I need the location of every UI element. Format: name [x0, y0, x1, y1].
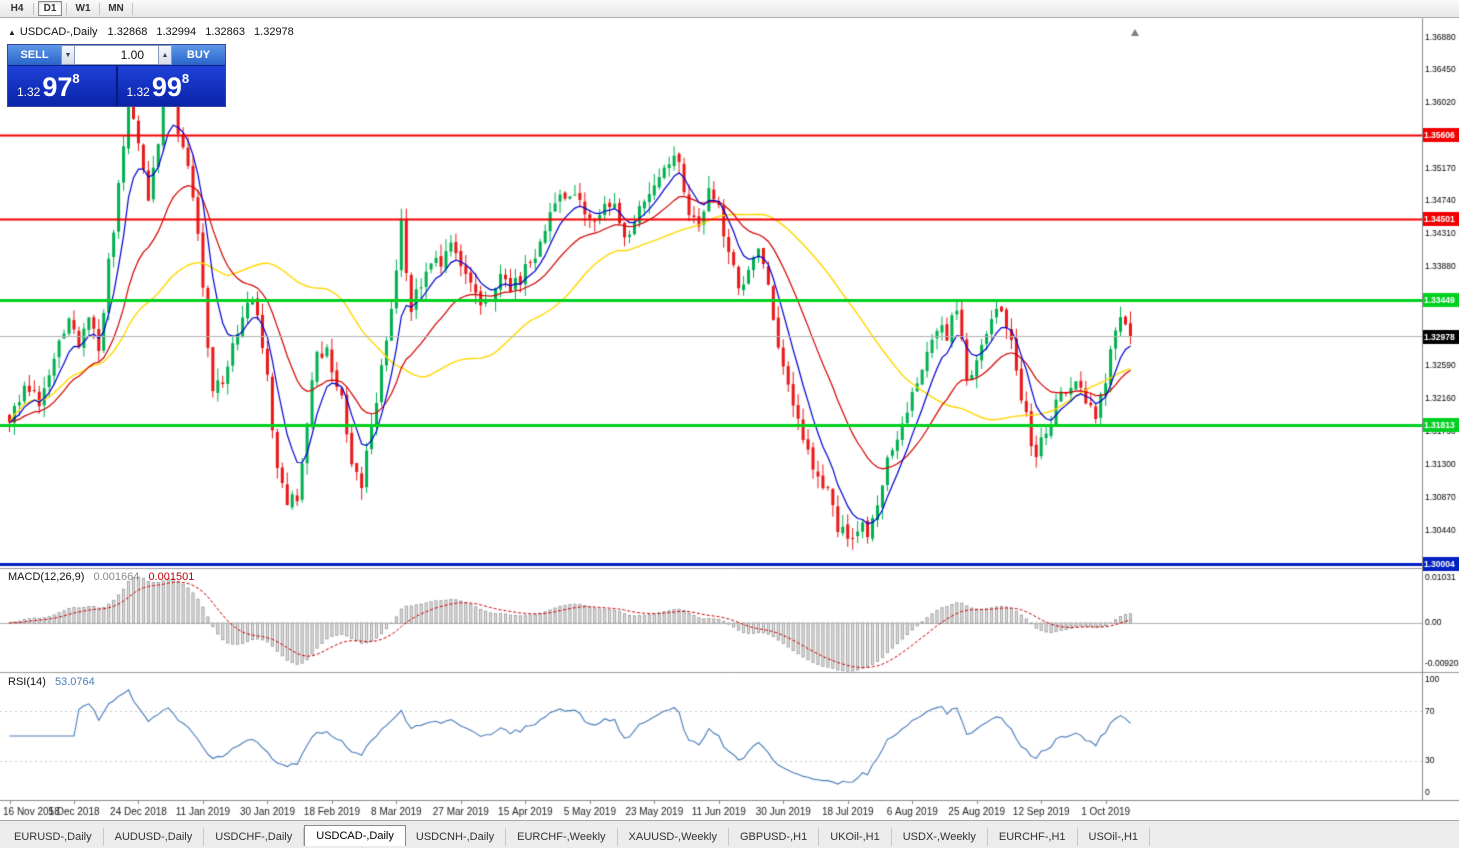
macd-name: MACD(12,26,9) [8, 571, 85, 583]
toolbar-separator [99, 2, 100, 15]
chart-tab-usdchf-daily[interactable]: USDCHF-,Daily [204, 828, 305, 846]
chart-tab-usdx-weekly[interactable]: USDX-,Weekly [892, 828, 988, 846]
buy-price-sup: 8 [181, 71, 190, 86]
sell-button[interactable]: SELL [8, 45, 61, 65]
low-value: 1.32863 [205, 26, 245, 38]
chart-tab-eurusd-daily[interactable]: EURUSD-,Daily [3, 828, 104, 846]
close-value: 1.32978 [254, 26, 294, 38]
macd-indicator-label: MACD(12,26,9) 0.001664 0.001501 [8, 571, 194, 583]
buy-price[interactable]: 1.32 99 8 [115, 66, 225, 106]
symbol-collapse-icon[interactable]: ▲ [8, 27, 16, 37]
macd-signal-value: 0.001501 [148, 571, 195, 583]
toolbar-separator [132, 2, 133, 15]
rsi-indicator-label: RSI(14) 53.0764 [8, 676, 95, 688]
buy-price-prefix: 1.32 [126, 85, 150, 99]
rsi-name: RSI(14) [8, 676, 46, 688]
trade-controls-row: SELL ▼ ▲ BUY [8, 45, 225, 65]
chart-tab-usdcad-daily[interactable]: USDCAD-,Daily [304, 825, 406, 846]
chart-tab-xauusd-weekly[interactable]: XAUUSD-,Weekly [618, 828, 729, 846]
chart-tab-audusd-daily[interactable]: AUDUSD-,Daily [104, 828, 205, 846]
chart-tab-eurchf-h1[interactable]: EURCHF-,H1 [988, 828, 1078, 846]
timeframe-button-w1[interactable]: W1 [71, 1, 95, 16]
chart-tab-eurchf-weekly[interactable]: EURCHF-,Weekly [506, 828, 618, 846]
volume-decrease-button[interactable]: ▼ [61, 45, 75, 65]
rsi-value: 53.0764 [54, 676, 95, 688]
trade-prices-row: 1.32 97 8 1.32 99 8 [8, 65, 225, 106]
sell-price-big: 97 [42, 72, 73, 102]
open-value: 1.32868 [107, 26, 148, 38]
high-value: 1.32994 [156, 26, 197, 38]
chart-tab-ukoil-h1[interactable]: UKOil-,H1 [819, 828, 892, 846]
macd-main-value: 0.001664 [93, 571, 140, 583]
buy-price-big: 99 [151, 72, 182, 102]
timeframe-button-h4[interactable]: H4 [5, 1, 29, 16]
volume-increase-button[interactable]: ▲ [158, 45, 172, 65]
chart-title-bar: ▲ USDCAD-,Daily 1.32868 1.32994 1.32863 … [8, 26, 300, 38]
chart-symbol-title: USDCAD-,Daily [19, 26, 98, 38]
chart-tab-gbpusd-h1[interactable]: GBPUSD-,H1 [729, 828, 820, 846]
toolbar-separator [66, 2, 67, 15]
buy-button[interactable]: BUY [172, 45, 225, 65]
chart-tabs-bar: EURUSD-,Daily AUDUSD-,Daily USDCHF-,Daily U… [0, 820, 1459, 848]
sell-price[interactable]: 1.32 97 8 [8, 66, 116, 106]
toolbar-separator [33, 2, 34, 15]
sell-price-sup: 8 [72, 71, 80, 86]
sell-price-prefix: 1.32 [17, 85, 41, 99]
chart-tab-usoil-h1[interactable]: USOil-,H1 [1078, 828, 1151, 846]
timeframe-button-d1[interactable]: D1 [38, 1, 62, 16]
chart-tab-usdcnh-daily[interactable]: USDCNH-,Daily [405, 828, 507, 846]
timeframe-button-mn[interactable]: MN [104, 1, 128, 16]
timeframe-toolbar: H4 D1 W1 MN [0, 0, 1459, 18]
volume-input[interactable] [75, 45, 158, 65]
ohlc-values: 1.32868 1.32994 1.32863 1.32978 [108, 26, 300, 38]
